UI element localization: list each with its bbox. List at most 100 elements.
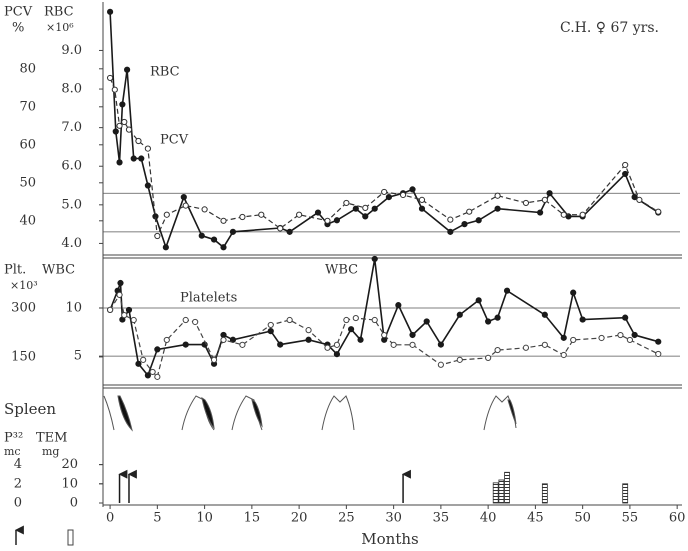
- data-point: [475, 297, 482, 304]
- data-point: [198, 232, 205, 239]
- y-unit: mg: [42, 445, 59, 458]
- data-point: [333, 217, 341, 224]
- x-tick-label: 55: [622, 511, 639, 526]
- data-point: [124, 66, 131, 73]
- data-point: [106, 306, 114, 314]
- chart-title: C.H. ♀ 67 yrs.: [560, 20, 659, 36]
- bar: [504, 471, 510, 504]
- y-tick-label: 40: [19, 213, 36, 228]
- y-label: WBC: [42, 263, 75, 278]
- bar: [622, 483, 629, 504]
- data-point: [546, 190, 553, 197]
- data-point: [631, 331, 638, 339]
- data-point: [541, 196, 548, 203]
- y-tick-label: 150: [11, 349, 36, 364]
- y-tick-label: 6.0: [61, 159, 82, 174]
- x-tick-label: 0: [106, 511, 114, 526]
- data-point: [617, 331, 624, 339]
- y2-label: P³²: [4, 431, 23, 446]
- data-point: [409, 186, 416, 193]
- data-point: [267, 321, 274, 329]
- data-point: [144, 372, 151, 379]
- x-tick-label: 60: [669, 511, 686, 526]
- x-tick-label: 50: [574, 511, 591, 526]
- data-point: [447, 228, 454, 235]
- data-point: [390, 341, 397, 348]
- series-line: [109, 258, 659, 377]
- data-point: [423, 318, 430, 325]
- data-point: [381, 188, 388, 196]
- data-point: [541, 341, 548, 348]
- data-point: [130, 316, 137, 324]
- data-point: [116, 159, 123, 166]
- x-tick-label: 35: [433, 511, 450, 526]
- data-point: [537, 209, 544, 216]
- data-point: [352, 314, 359, 322]
- data-point: [220, 217, 227, 224]
- data-point: [395, 302, 402, 309]
- data-point: [522, 344, 530, 351]
- data-point: [560, 351, 567, 359]
- y2-label: Plt.: [4, 263, 26, 278]
- data-point: [466, 208, 473, 215]
- data-point: [347, 326, 355, 333]
- series-label: RBC: [150, 65, 180, 80]
- series-label: Platelets: [180, 291, 237, 306]
- data-point: [192, 318, 199, 326]
- data-point: [154, 346, 161, 353]
- data-point: [570, 336, 577, 344]
- data-point: [121, 312, 128, 319]
- y-label: RBC: [44, 5, 74, 20]
- data-point: [138, 155, 145, 162]
- y-tick-label: 9.0: [61, 43, 82, 58]
- y-tick-label: 10: [65, 301, 82, 316]
- data-point: [560, 334, 567, 341]
- x-tick-label: 5: [153, 511, 161, 526]
- data-point: [541, 311, 548, 318]
- x-axis-label: Months: [361, 530, 418, 548]
- data-point: [598, 334, 605, 342]
- series-line: [109, 77, 659, 239]
- data-point: [229, 336, 237, 343]
- data-point: [286, 316, 293, 324]
- data-point: [220, 331, 227, 339]
- series-label: PCV: [160, 133, 189, 148]
- data-point: [119, 101, 126, 108]
- data-point: [333, 341, 341, 348]
- series-line: [109, 11, 659, 250]
- data-point: [352, 205, 359, 212]
- y-tick-label: 7.0: [61, 120, 82, 135]
- data-point: [385, 194, 393, 201]
- data-point: [494, 192, 501, 199]
- data-point: [655, 208, 662, 215]
- data-point: [277, 341, 284, 348]
- data-point: [409, 331, 416, 339]
- data-point: [149, 368, 156, 376]
- x-tick-label: 20: [291, 511, 308, 526]
- data-point: [362, 204, 369, 211]
- data-point: [418, 205, 426, 212]
- data-point: [324, 344, 331, 351]
- data-point: [324, 217, 331, 224]
- y-tick-label: 4: [14, 457, 22, 472]
- data-point: [418, 196, 426, 203]
- x-tick-label: 25: [338, 511, 355, 526]
- frames: [102, 2, 682, 507]
- y-tick-label: 300: [11, 300, 36, 315]
- y2-unit: ×10³: [10, 279, 38, 292]
- data-point: [267, 328, 274, 335]
- data-point: [130, 155, 137, 162]
- y2-unit: %: [12, 21, 24, 36]
- data-point: [125, 126, 133, 133]
- y-tick-label: 50: [19, 175, 36, 190]
- data-point: [305, 327, 312, 334]
- data-point: [626, 336, 634, 344]
- data-point: [258, 211, 265, 218]
- data-point: [117, 279, 124, 287]
- data-point: [106, 8, 114, 15]
- data-point: [456, 311, 463, 318]
- y-tick-label: 0: [70, 496, 78, 511]
- data-point: [655, 350, 662, 358]
- data-point: [182, 341, 189, 348]
